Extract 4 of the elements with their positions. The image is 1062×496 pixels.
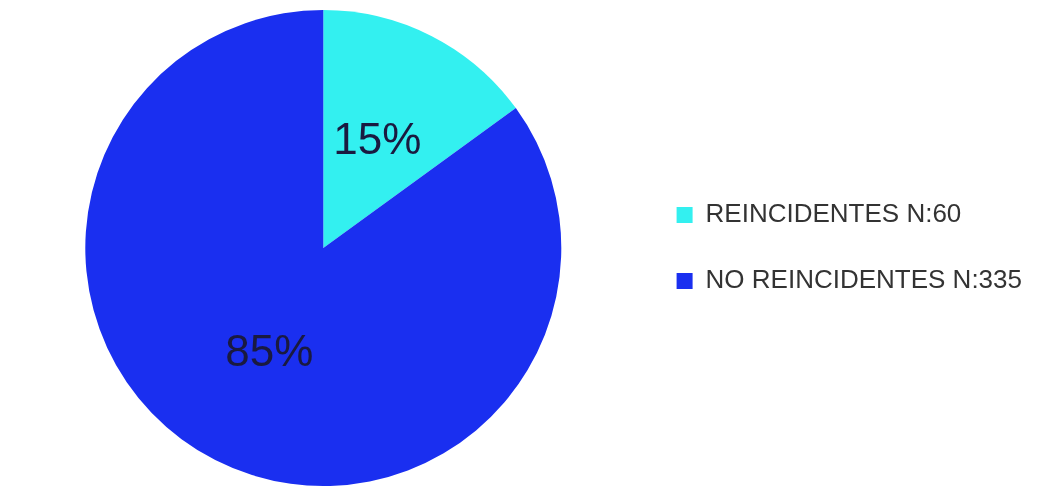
legend-label: REINCIDENTES N:60 bbox=[705, 198, 962, 229]
data-label: 15% bbox=[333, 114, 422, 164]
legend-label: NO REINCIDENTES N:335 bbox=[705, 264, 1022, 295]
data-label: 85% bbox=[225, 326, 314, 376]
